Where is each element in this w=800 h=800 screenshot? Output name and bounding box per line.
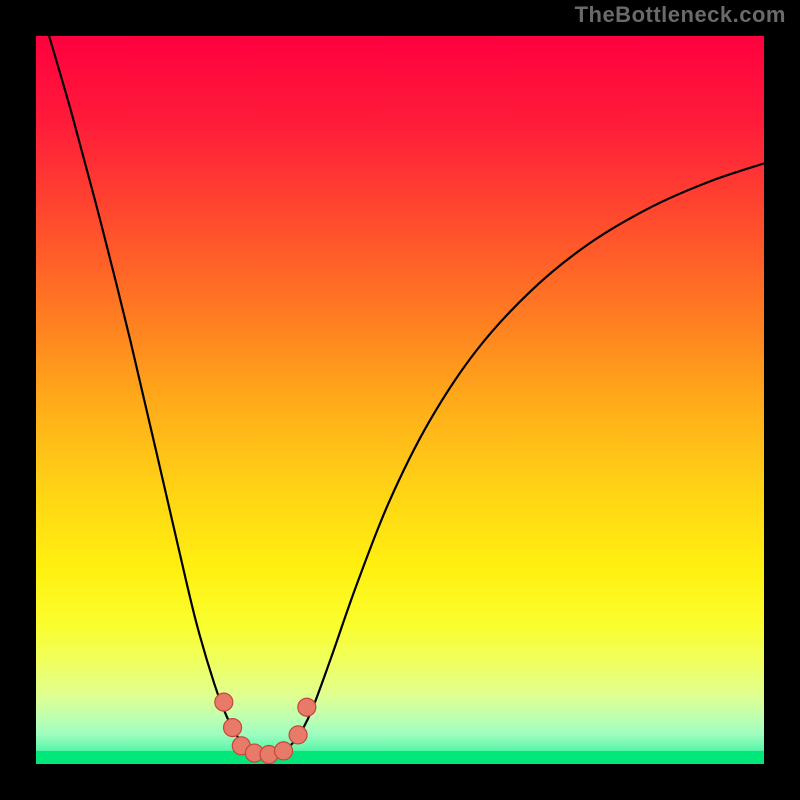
- plot-area: [36, 36, 764, 764]
- chart-svg: [36, 36, 764, 764]
- chart-container: TheBottleneck.com: [0, 0, 800, 800]
- watermark: TheBottleneck.com: [575, 2, 786, 28]
